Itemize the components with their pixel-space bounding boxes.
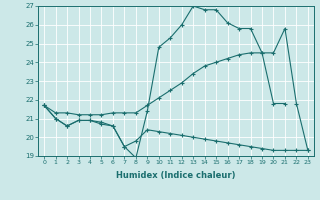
X-axis label: Humidex (Indice chaleur): Humidex (Indice chaleur) xyxy=(116,171,236,180)
